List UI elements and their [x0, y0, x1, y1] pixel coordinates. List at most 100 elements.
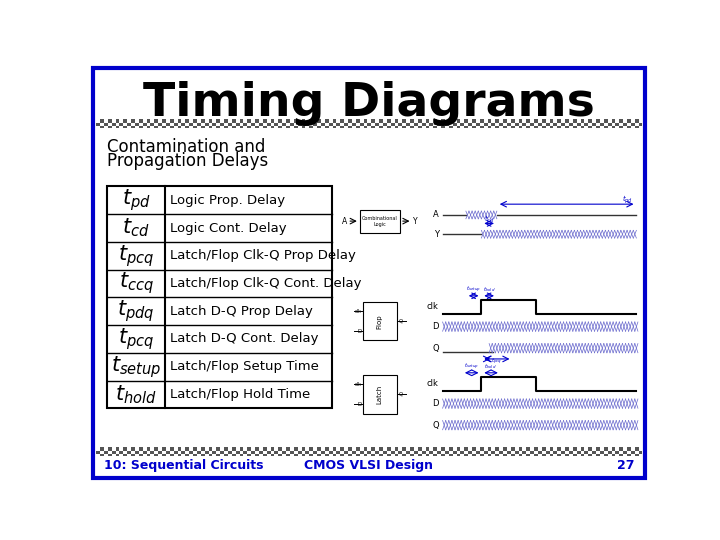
Bar	[580, 123, 585, 126]
Bar	[352, 455, 356, 456]
Bar	[189, 455, 193, 456]
Bar	[112, 447, 116, 450]
Bar	[274, 447, 279, 450]
Bar	[185, 123, 189, 126]
Text: Timing Diagrams: Timing Diagrams	[143, 81, 595, 126]
Text: $t_{pcq}$: $t_{pcq}$	[118, 326, 154, 352]
Bar	[348, 450, 352, 455]
Bar	[228, 455, 232, 456]
Bar	[266, 126, 271, 128]
Bar	[445, 455, 449, 456]
Bar	[224, 123, 228, 126]
Bar	[193, 123, 197, 126]
Bar	[302, 450, 305, 455]
Bar	[96, 126, 100, 128]
Bar	[174, 447, 178, 450]
Bar	[600, 119, 604, 123]
Bar	[557, 450, 561, 455]
Bar	[461, 447, 464, 450]
Bar	[100, 450, 104, 455]
Bar	[499, 455, 503, 456]
Bar	[577, 126, 580, 128]
Bar	[495, 123, 499, 126]
Bar	[201, 450, 204, 455]
Bar	[255, 450, 259, 455]
Bar	[174, 126, 178, 128]
Bar	[546, 455, 549, 456]
Bar	[549, 450, 554, 455]
Bar	[120, 447, 123, 450]
Text: Latch/Flop Clk-Q Cont. Delay: Latch/Flop Clk-Q Cont. Delay	[170, 277, 361, 290]
Bar	[150, 455, 154, 456]
Bar	[154, 450, 158, 455]
Bar	[135, 455, 139, 456]
Bar	[116, 450, 120, 455]
Bar	[290, 126, 294, 128]
Bar	[588, 123, 593, 126]
Bar	[561, 447, 565, 450]
Bar	[255, 123, 259, 126]
Bar	[383, 447, 387, 450]
Bar	[123, 450, 127, 455]
Bar	[204, 455, 209, 456]
Bar	[464, 450, 468, 455]
Bar	[108, 450, 112, 455]
Bar	[631, 119, 635, 123]
Bar	[216, 450, 220, 455]
Bar	[391, 455, 395, 456]
Bar	[127, 119, 131, 123]
Bar	[468, 126, 472, 128]
Bar	[387, 123, 391, 126]
Bar	[635, 450, 639, 455]
Bar	[363, 302, 397, 340]
Bar	[538, 455, 542, 456]
Bar	[445, 126, 449, 128]
Bar	[561, 455, 565, 456]
Bar	[616, 447, 619, 450]
Bar	[624, 119, 627, 123]
Bar	[426, 450, 429, 455]
Bar	[461, 455, 464, 456]
Bar	[577, 447, 580, 450]
Bar	[596, 450, 600, 455]
Bar	[549, 123, 554, 126]
Bar	[259, 126, 263, 128]
Bar	[310, 450, 313, 455]
Bar	[329, 447, 333, 450]
Bar	[131, 450, 135, 455]
Bar	[526, 123, 530, 126]
Bar	[561, 119, 565, 123]
Bar	[472, 123, 476, 126]
Bar	[441, 450, 445, 455]
Bar	[453, 455, 456, 456]
Bar	[235, 126, 240, 128]
Bar	[104, 447, 108, 450]
Bar	[243, 126, 248, 128]
Bar	[453, 126, 456, 128]
Text: 10: Sequential Circuits: 10: Sequential Circuits	[104, 458, 264, 472]
Bar	[573, 123, 577, 126]
Bar	[364, 450, 367, 455]
Bar	[259, 119, 263, 123]
Bar	[453, 447, 456, 450]
Bar	[410, 123, 414, 126]
Bar	[426, 123, 429, 126]
Bar	[585, 119, 588, 123]
Bar	[310, 123, 313, 126]
Bar	[604, 450, 608, 455]
Bar	[499, 119, 503, 123]
Bar	[534, 123, 538, 126]
Bar	[530, 447, 534, 450]
Bar	[189, 447, 193, 450]
Bar	[495, 450, 499, 455]
Bar	[348, 123, 352, 126]
Bar	[104, 126, 108, 128]
Bar	[418, 450, 422, 455]
Text: D: D	[357, 402, 361, 407]
Bar	[209, 450, 212, 455]
Bar	[197, 455, 201, 456]
Bar	[360, 455, 364, 456]
Bar	[197, 126, 201, 128]
Text: Latch D-Q Cont. Delay: Latch D-Q Cont. Delay	[170, 333, 318, 346]
Bar	[158, 455, 162, 456]
